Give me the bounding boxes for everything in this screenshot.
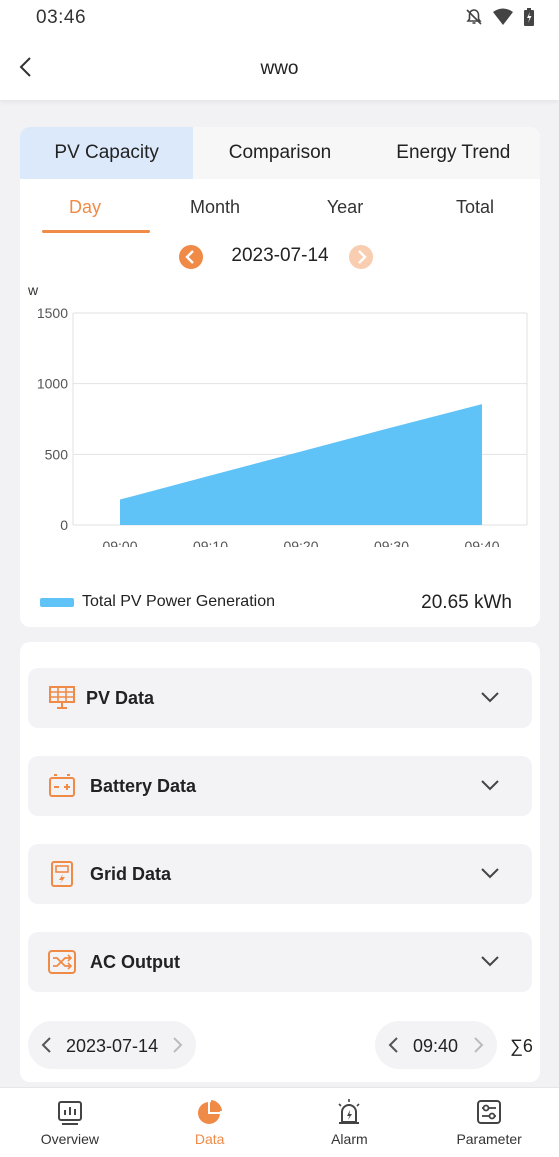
y-axis-unit-label: w xyxy=(27,282,39,298)
main-tabs: PV Capacity Comparison Energy Trend xyxy=(20,127,540,179)
chevron-right-icon xyxy=(358,250,367,264)
solar-panel-icon xyxy=(49,686,75,709)
pie-chart-icon xyxy=(197,1100,222,1124)
chevron-left-icon xyxy=(185,250,194,264)
alarm-icon xyxy=(338,1099,360,1124)
previous-date-button[interactable] xyxy=(179,245,203,269)
period-tab-month[interactable]: Month xyxy=(189,197,241,217)
nav-alarm[interactable]: Alarm xyxy=(280,1088,420,1157)
y-tick-label: 0 xyxy=(60,517,68,533)
y-tick-label: 1000 xyxy=(37,376,68,392)
status-icons xyxy=(465,8,535,26)
nav-overview[interactable]: Overview xyxy=(0,1088,140,1157)
section-pv-data[interactable]: PV Data xyxy=(28,668,532,728)
chevron-down-icon xyxy=(481,956,499,967)
page-title: wwo xyxy=(260,58,299,79)
section-label: Grid Data xyxy=(90,864,172,884)
area-series-pv-generation xyxy=(120,404,482,525)
nav-parameter[interactable]: Parameter xyxy=(419,1088,559,1157)
y-tick-label: 500 xyxy=(45,446,69,462)
period-tab-year[interactable]: Year xyxy=(326,197,364,217)
battery-status-icon xyxy=(524,8,534,26)
date-selector[interactable]: 2023-07-14 xyxy=(28,1021,196,1069)
sum-button[interactable]: ∑6 xyxy=(510,1036,533,1056)
nav-label: Data xyxy=(194,1131,225,1147)
tab-comparison[interactable]: Comparison xyxy=(228,142,332,163)
section-battery-data[interactable]: Battery Data xyxy=(28,756,532,816)
date-navigator: 2023-07-14 xyxy=(20,241,540,273)
bottom-navigation: Overview Data Alarm Parameter xyxy=(0,1087,559,1157)
chevron-left-icon[interactable] xyxy=(387,1036,401,1054)
ac-output-icon xyxy=(48,950,76,974)
section-label: AC Output xyxy=(90,952,180,972)
x-tick-label: 09:00 xyxy=(102,538,137,547)
chevron-down-icon xyxy=(481,868,499,879)
nav-label: Parameter xyxy=(456,1131,522,1147)
chevron-down-icon xyxy=(481,780,499,791)
time-selector[interactable]: 09:40 xyxy=(375,1021,497,1069)
status-bar: 03:46 xyxy=(0,0,559,34)
section-label: Battery Data xyxy=(90,776,197,796)
chevron-right-icon[interactable] xyxy=(471,1036,485,1054)
x-tick-label: 09:20 xyxy=(283,538,318,547)
header: wwo xyxy=(0,34,559,100)
section-label: PV Data xyxy=(86,688,155,708)
section-grid-data[interactable]: Grid Data xyxy=(28,844,532,904)
tab-energy-trend[interactable]: Energy Trend xyxy=(396,142,511,163)
total-generation-value: 20.65 kWh xyxy=(421,592,512,613)
chevron-left-icon[interactable] xyxy=(40,1036,54,1054)
pv-capacity-chart: w 1500 1000 500 0 09:00 09:10 09:20 09:30 09:40 xyxy=(27,282,528,547)
y-tick-label: 1500 xyxy=(37,305,68,321)
chart-icon xyxy=(57,1101,82,1125)
grid-tower-icon xyxy=(51,861,73,887)
wifi-icon xyxy=(493,8,513,25)
x-tick-label: 09:10 xyxy=(193,538,228,547)
nav-label: Alarm xyxy=(331,1131,368,1147)
period-tab-total[interactable]: Total xyxy=(455,197,495,217)
legend-label: Total PV Power Generation xyxy=(82,593,275,610)
legend-swatch xyxy=(40,597,74,607)
next-date-button[interactable] xyxy=(349,245,373,269)
sliders-icon xyxy=(477,1100,502,1124)
selected-time: 09:40 xyxy=(413,1036,459,1056)
period-tabs: Day Month Year Total xyxy=(20,179,540,235)
status-time: 03:46 xyxy=(36,7,87,28)
chart-legend: Total PV Power Generation xyxy=(40,593,275,611)
nav-label: Overview xyxy=(40,1131,100,1147)
battery-icon xyxy=(49,774,75,797)
period-tab-day[interactable]: Day xyxy=(20,179,150,235)
selected-date-pill: 2023-07-14 xyxy=(66,1036,159,1056)
back-arrow-icon[interactable] xyxy=(14,54,40,80)
section-ac-output[interactable]: AC Output xyxy=(28,932,532,992)
nav-data[interactable]: Data xyxy=(140,1088,280,1157)
selected-date: 2023-07-14 xyxy=(231,245,329,266)
chevron-down-icon xyxy=(481,692,499,703)
x-tick-label: 09:30 xyxy=(374,538,409,547)
chevron-right-icon[interactable] xyxy=(170,1036,184,1054)
x-tick-label: 09:40 xyxy=(464,538,499,547)
tab-pv-capacity[interactable]: PV Capacity xyxy=(20,127,194,179)
data-sections-card: PV Data Battery Data Grid Data xyxy=(20,642,540,1082)
bell-off-icon xyxy=(466,9,482,25)
chart-card: PV Capacity Comparison Energy Trend Day … xyxy=(20,127,540,627)
